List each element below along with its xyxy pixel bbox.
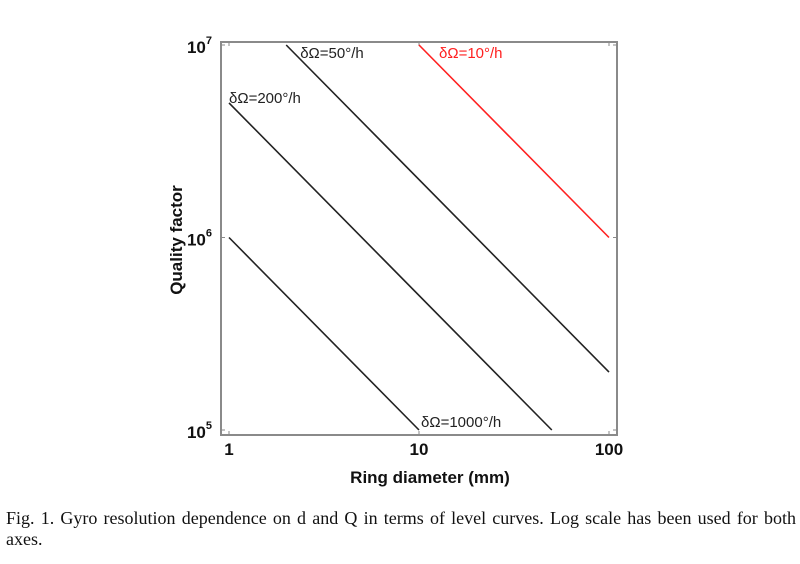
y-tick-base: 10 xyxy=(187,423,206,442)
figure-caption: Fig. 1. Gyro resolution dependence on d … xyxy=(6,508,796,549)
x-tick-label: 1 xyxy=(224,440,233,459)
y-tick-base: 10 xyxy=(187,231,206,250)
series-line-0 xyxy=(228,236,420,431)
y-tick-exponent: 6 xyxy=(206,228,212,240)
series-line-1 xyxy=(228,102,553,431)
y-tick-exponent: 5 xyxy=(206,420,212,432)
x-axis-title: Ring diameter (mm) xyxy=(350,468,510,487)
series-line-2 xyxy=(285,44,610,373)
curve-label-3: δΩ=10°/h xyxy=(439,45,503,62)
y-axis-title: Quality factor xyxy=(167,185,186,295)
y-tick-label: 107 xyxy=(187,35,212,57)
y-tick-label: 106 xyxy=(187,228,212,250)
y-tick-base: 10 xyxy=(187,38,206,57)
curve-label-1: δΩ=200°/h xyxy=(229,90,301,107)
series-line-3 xyxy=(418,44,610,239)
curve-label-0: δΩ=1000°/h xyxy=(421,414,501,431)
y-tick-label: 105 xyxy=(187,420,212,442)
y-tick-exponent: 7 xyxy=(206,35,212,47)
x-tick-label: 100 xyxy=(595,440,623,459)
x-tick-label: 10 xyxy=(410,440,429,459)
curve-label-2: δΩ=50°/h xyxy=(300,45,364,62)
